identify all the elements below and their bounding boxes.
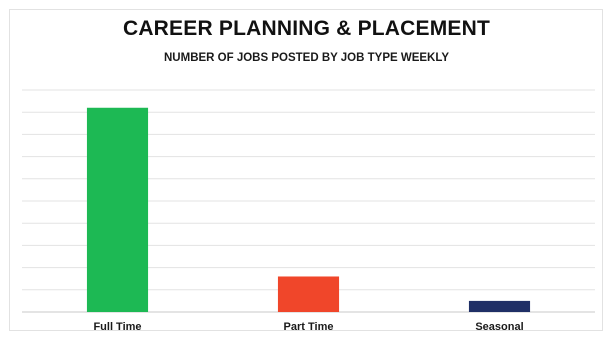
bar-part-time [277,276,340,312]
bar-full-time [86,107,149,312]
x-tick-label: Part Time [284,321,334,333]
bars [86,107,531,312]
bar-seasonal [468,300,531,312]
x-tick-label: Seasonal [475,321,523,333]
x-tick-labels: Full Time Part Time Seasonal [93,321,523,333]
chart-title: CAREER PLANNING & PLACEMENT [122,17,491,40]
chart-subtitle: NUMBER OF JOBS POSTED BY JOB TYPE WEEKLY [164,52,449,64]
x-tick-label: Full Time [93,321,141,333]
